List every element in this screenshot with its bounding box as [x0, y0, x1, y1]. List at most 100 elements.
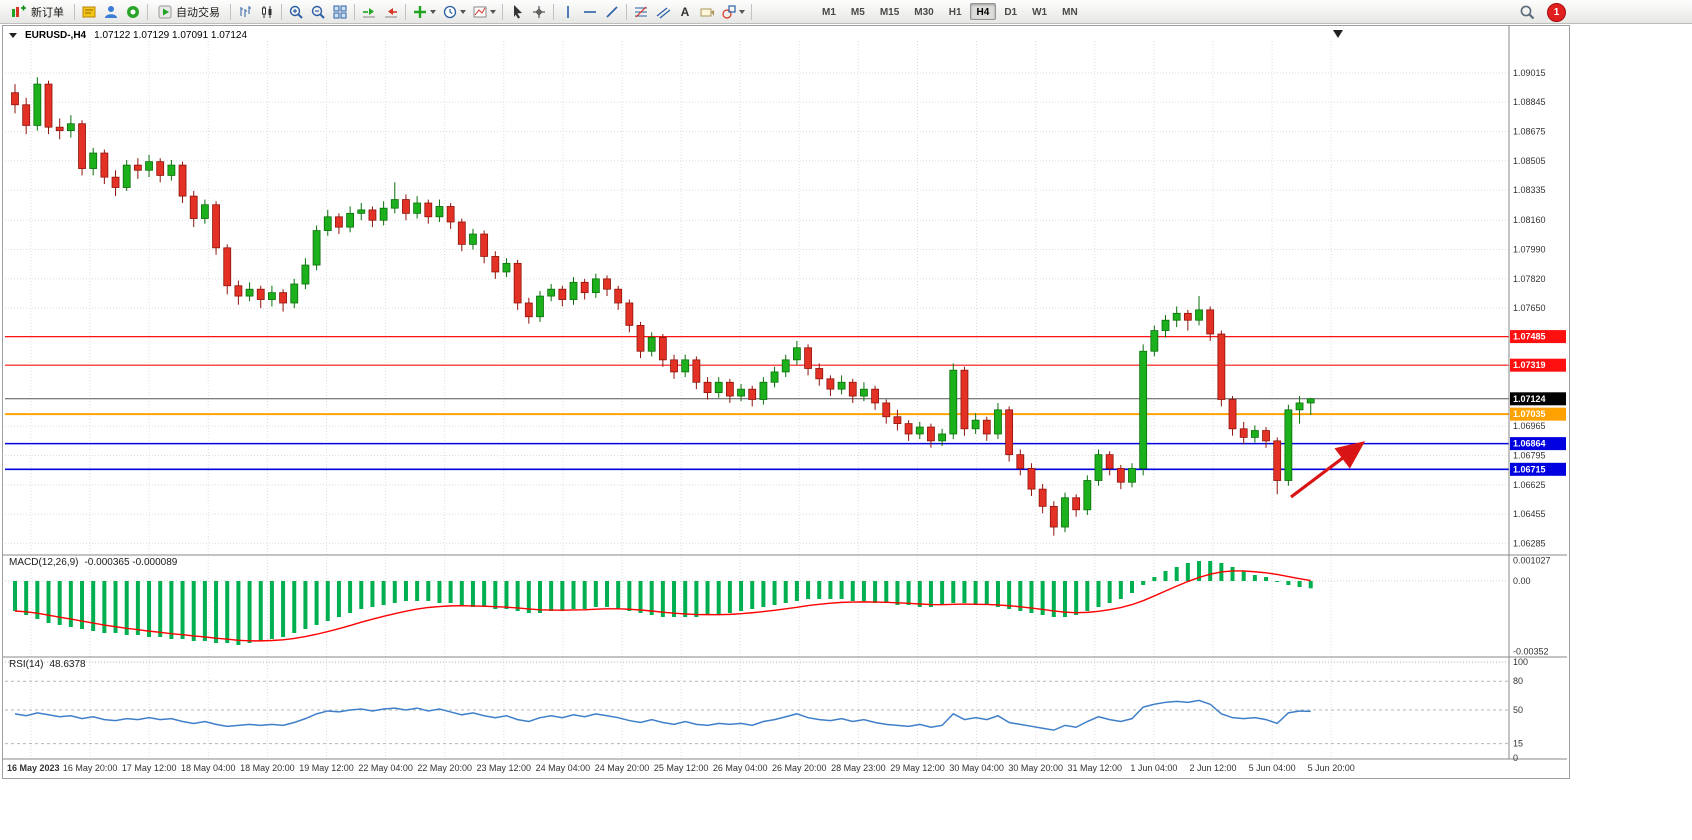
timeframe-w1-button[interactable]: W1	[1032, 7, 1048, 18]
svg-text:1.07650: 1.07650	[1513, 303, 1546, 313]
toolbar-separator	[502, 3, 503, 20]
zoom-in-icon	[289, 5, 303, 19]
auto-trading-icon	[158, 5, 172, 18]
metaeditor-button[interactable]	[78, 2, 100, 22]
market-icon	[127, 5, 139, 18]
text-label-icon	[700, 8, 714, 16]
trendline-button[interactable]	[601, 2, 623, 22]
svg-text:1.06795: 1.06795	[1513, 451, 1546, 461]
svg-text:1.06285: 1.06285	[1513, 538, 1546, 548]
periods-clock-icon	[443, 5, 457, 18]
toolbar-separator	[147, 3, 148, 20]
chart-shift-icon	[385, 7, 397, 17]
svg-text:1.07124: 1.07124	[1513, 394, 1546, 404]
new-order-icon	[12, 5, 26, 17]
chart-window[interactable]: EURUSD-,H4 1.07122 1.07129 1.07091 1.071…	[2, 25, 1570, 779]
auto-scroll-icon	[363, 7, 375, 17]
text-label-button[interactable]	[696, 2, 718, 22]
search-button[interactable]	[1516, 2, 1539, 22]
candlestick-chart-icon	[262, 5, 272, 18]
svg-text:1 Jun 04:00: 1 Jun 04:00	[1130, 763, 1177, 773]
periods-caret-icon	[460, 9, 466, 14]
tile-windows-icon	[333, 5, 347, 18]
shapes-button[interactable]	[718, 2, 748, 22]
svg-text:A: A	[681, 5, 690, 19]
templates-caret-icon	[490, 9, 496, 14]
new-order-button[interactable]: 新订单	[4, 2, 71, 22]
vertical-line-button[interactable]	[557, 2, 579, 22]
indicators-button[interactable]	[409, 2, 439, 22]
fibonacci-icon	[635, 6, 647, 17]
svg-text:28 May 23:00: 28 May 23:00	[831, 763, 886, 773]
svg-text:1.06864: 1.06864	[1513, 439, 1546, 449]
svg-text:26 May 20:00: 26 May 20:00	[772, 763, 827, 773]
timeframe-mn-button[interactable]: MN	[1062, 7, 1078, 18]
rsi-title: RSI(14)	[9, 659, 44, 670]
svg-text:29 May 12:00: 29 May 12:00	[890, 763, 945, 773]
toolbar-separator	[405, 3, 406, 20]
timeframe-h1-button[interactable]: H1	[948, 7, 962, 18]
fibonacci-button[interactable]	[630, 2, 652, 22]
zoom-out-button[interactable]	[307, 2, 329, 22]
svg-text:1.08675: 1.08675	[1513, 126, 1546, 136]
main-toolbar: 新订单 自动交易	[0, 0, 1692, 24]
timeframe-m5-button[interactable]: M5	[850, 7, 865, 18]
svg-text:1.08160: 1.08160	[1513, 215, 1546, 225]
periods-button[interactable]	[439, 2, 469, 22]
timeframe-group: M1 M5 M15 M30 H1 H4 D1 W1 MN	[815, 3, 1085, 20]
timeframe-m15-button[interactable]: M15	[879, 7, 900, 18]
svg-text:19 May 12:00: 19 May 12:00	[299, 763, 354, 773]
market-button[interactable]	[122, 2, 144, 22]
timeframe-m1-button[interactable]: M1	[822, 7, 836, 18]
zoom-in-button[interactable]	[285, 2, 307, 22]
tile-windows-button[interactable]	[329, 2, 351, 22]
svg-text:1.06455: 1.06455	[1513, 509, 1546, 519]
channel-icon	[656, 7, 671, 18]
timeframe-d1-button[interactable]: D1	[1004, 7, 1018, 18]
svg-text:50: 50	[1513, 705, 1523, 715]
indicators-caret-icon	[430, 9, 436, 14]
crosshair-button[interactable]	[528, 2, 550, 22]
channel-button[interactable]	[652, 2, 674, 22]
horizontal-line-button[interactable]	[579, 2, 601, 22]
crosshair-icon	[533, 5, 545, 18]
toolbar-separator	[751, 3, 752, 20]
svg-text:26 May 04:00: 26 May 04:00	[713, 763, 768, 773]
templates-button[interactable]	[469, 2, 499, 22]
svg-text:24 May 04:00: 24 May 04:00	[536, 763, 591, 773]
timeframe-m30-button[interactable]: M30	[914, 7, 934, 18]
text-tool-button[interactable]: A	[674, 2, 696, 22]
svg-text:1.07319: 1.07319	[1513, 360, 1546, 370]
svg-text:1.08845: 1.08845	[1513, 97, 1546, 107]
svg-text:2 Jun 12:00: 2 Jun 12:00	[1189, 763, 1236, 773]
svg-text:5 Jun 20:00: 5 Jun 20:00	[1308, 763, 1355, 773]
candlestick-mode-button[interactable]	[256, 2, 278, 22]
toolbar-separator	[626, 3, 627, 20]
svg-text:1.06625: 1.06625	[1513, 480, 1546, 490]
indicators-icon	[414, 5, 426, 18]
svg-text:24 May 20:00: 24 May 20:00	[595, 763, 650, 773]
svg-text:0.00: 0.00	[1513, 576, 1531, 586]
bar-chart-mode-button[interactable]	[234, 2, 256, 22]
macd-values: -0.000365 -0.000089	[84, 557, 178, 568]
svg-text:25 May 12:00: 25 May 12:00	[654, 763, 709, 773]
ohlc-readout: 1.07122 1.07129 1.07091 1.07124	[94, 30, 248, 41]
symbol-dropdown-icon[interactable]	[9, 33, 17, 38]
notification-badge[interactable]: 1	[1547, 2, 1566, 22]
chart-canvas[interactable]: 1.09015 1.08845 1.08675 1.08505 1.08335 1.081…	[3, 26, 1567, 778]
svg-text:1.07990: 1.07990	[1513, 245, 1546, 255]
timeframe-h4-button[interactable]: H4	[969, 3, 997, 20]
auto-scroll-button[interactable]	[358, 2, 380, 22]
svg-text:30 May 04:00: 30 May 04:00	[949, 763, 1004, 773]
horizontal-line-icon	[584, 10, 596, 13]
community-button[interactable]	[100, 2, 122, 22]
svg-text:15: 15	[1513, 739, 1523, 749]
shapes-caret-icon	[739, 9, 745, 14]
toolbar-separator	[281, 3, 282, 20]
chart-shift-button[interactable]	[380, 2, 402, 22]
cursor-button[interactable]	[506, 2, 528, 22]
svg-text:18 May 04:00: 18 May 04:00	[181, 763, 236, 773]
community-icon	[105, 5, 117, 18]
auto-trading-button[interactable]: 自动交易	[151, 2, 227, 22]
rsi-value: 48.6378	[49, 659, 86, 670]
